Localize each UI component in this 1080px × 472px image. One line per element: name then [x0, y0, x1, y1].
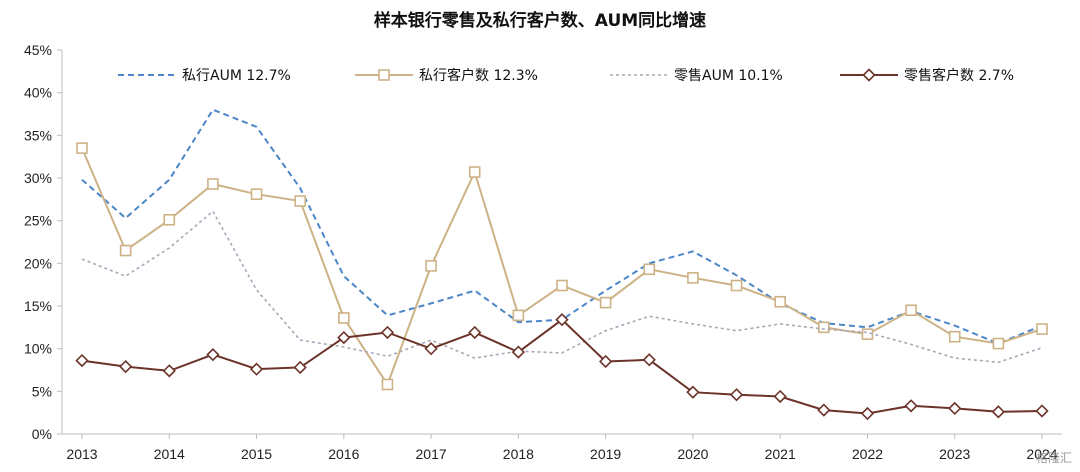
data-point: [425, 260, 437, 272]
legend: 私行AUM 12.7% 私行客户数 12.3% 零售AUM 10.1% 零售客户数 2…: [118, 67, 1014, 84]
x-tick-label: 2019: [590, 446, 621, 462]
y-tick-label: 15%: [24, 298, 52, 314]
data-point: [686, 385, 700, 399]
data-point: [555, 313, 569, 327]
watermark-logo: 格隆汇: [1036, 449, 1072, 466]
data-point: [817, 403, 831, 417]
x-tick-label: 2015: [241, 446, 272, 462]
series-lines: [75, 108, 1049, 421]
data-point: [380, 325, 395, 340]
data-point: [249, 362, 264, 376]
x-tick-label: 2014: [154, 446, 185, 462]
data-point: [293, 360, 307, 375]
data-point: [162, 364, 176, 378]
data-point: [992, 337, 1005, 350]
legend-item-1: 私行客户数 12.3%: [355, 67, 538, 84]
legend-item-2: 零售AUM 10.1%: [610, 68, 783, 84]
x-tick-label: 2013: [66, 446, 97, 462]
data-point: [773, 389, 787, 404]
data-point: [904, 399, 918, 413]
x-tick-label: 2020: [677, 446, 708, 462]
data-point: [948, 330, 961, 343]
axes: 0% 5% 10% 15% 20% 25% 30% 35% 40% 45% 2013 2014 2015…: [24, 42, 1062, 462]
series-line: [81, 210, 1043, 364]
x-tick-label: 2017: [416, 446, 447, 462]
data-point: [642, 353, 656, 367]
data-point: [119, 244, 132, 257]
data-point: [468, 325, 482, 340]
legend-label: 零售AUM 10.1%: [674, 68, 783, 84]
chart-title: 样本银行零售及私行客户数、AUM同比增速: [373, 11, 707, 31]
data-point: [468, 166, 481, 178]
series-0: [81, 108, 1043, 345]
x-tick-label: 2024: [1026, 446, 1057, 462]
legend-label: 私行客户数 12.3%: [419, 67, 538, 84]
data-point: [511, 345, 525, 359]
y-tick-label: 10%: [24, 341, 52, 357]
data-point: [599, 296, 612, 309]
data-point: [860, 406, 875, 421]
data-point: [337, 330, 351, 345]
y-tick-label: 20%: [24, 255, 52, 271]
y-tick-label: 25%: [24, 213, 52, 229]
x-tick-label: 2016: [328, 446, 359, 462]
data-point: [512, 309, 525, 322]
data-point: [905, 304, 917, 317]
data-point: [424, 342, 438, 356]
legend-item-3: 零售客户数 2.7%: [840, 67, 1014, 84]
data-point: [774, 295, 786, 308]
data-point: [338, 312, 350, 324]
data-point: [556, 279, 568, 292]
data-point: [206, 348, 220, 362]
data-point: [687, 272, 699, 284]
series-3: [75, 313, 1049, 421]
data-point: [381, 378, 394, 391]
data-point: [729, 388, 744, 402]
data-point: [991, 405, 1005, 419]
data-point: [861, 328, 874, 340]
data-point: [207, 178, 219, 190]
series-line: [81, 147, 1043, 387]
data-point: [76, 142, 88, 154]
legend-marker: [378, 69, 390, 81]
x-tick-label: 2023: [939, 446, 970, 462]
data-point: [643, 263, 656, 276]
x-tick-label: 2021: [765, 446, 796, 462]
legend-item-0: 私行AUM 12.7%: [118, 68, 291, 84]
data-point: [1035, 404, 1049, 418]
data-point: [163, 214, 176, 226]
legend-label: 零售客户数 2.7%: [904, 67, 1014, 84]
watermark-text: 格隆汇: [1035, 451, 1072, 465]
x-tick-label: 2022: [852, 446, 883, 462]
data-point: [599, 354, 613, 369]
y-tick-label: 45%: [24, 42, 52, 58]
data-point: [119, 359, 133, 374]
legend-marker: [862, 68, 876, 82]
y-tick-label: 0%: [32, 426, 52, 442]
data-point: [75, 353, 89, 368]
data-point: [1036, 323, 1048, 335]
y-tick-label: 30%: [24, 170, 52, 186]
x-tick-label: 2018: [503, 446, 534, 462]
data-point: [948, 401, 962, 416]
y-tick-label: 35%: [24, 127, 52, 143]
y-tick-label: 40%: [24, 85, 52, 101]
series-line: [81, 108, 1043, 345]
legend-label: 私行AUM 12.7%: [182, 68, 291, 84]
series-1: [76, 142, 1048, 391]
y-tick-label: 5%: [32, 383, 52, 399]
series-2: [81, 210, 1043, 364]
series-line: [81, 318, 1043, 415]
data-point: [250, 188, 263, 201]
data-point: [294, 195, 306, 207]
data-point: [730, 279, 743, 292]
data-point: [818, 321, 830, 334]
